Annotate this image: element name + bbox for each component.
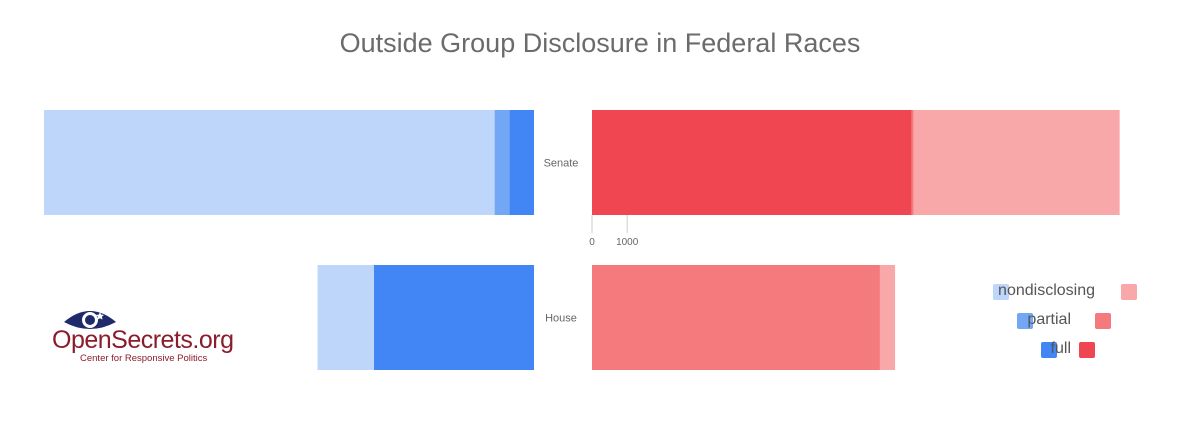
logo-name: OpenSecrets.org bbox=[52, 326, 234, 354]
legend-swatch-rep-partial bbox=[1095, 313, 1111, 329]
bar-dem-house-nondisclosing bbox=[317, 265, 374, 370]
legend-row-nondisclosing: nondisclosing bbox=[985, 280, 1145, 309]
bar-rep-senate-full bbox=[592, 110, 912, 215]
bar-dem-senate-nondisclosing bbox=[44, 110, 495, 215]
x-tick-label-1: 1000 bbox=[616, 237, 639, 248]
bar-rep-house-partial bbox=[592, 265, 880, 370]
legend-row-full: full bbox=[985, 338, 1145, 367]
category-label-senate: Senate bbox=[544, 158, 579, 170]
legend-swatch-dem-partial bbox=[1017, 313, 1033, 329]
legend-swatch-dem-nondisclosing bbox=[993, 284, 1009, 300]
bar-dem-senate-partial bbox=[494, 110, 510, 215]
legend-row-partial: partial bbox=[985, 309, 1145, 338]
legend-label-partial: partial bbox=[1027, 311, 1071, 328]
bar-rep-house-nondisclosing bbox=[879, 265, 896, 370]
legend-label-nondisclosing: nondisclosing bbox=[998, 282, 1095, 299]
legend-swatch-rep-nondisclosing bbox=[1121, 284, 1137, 300]
logo-tagline: Center for Responsive Politics bbox=[80, 353, 208, 364]
legend-swatch-rep-full bbox=[1079, 342, 1095, 358]
bar-dem-house-full bbox=[373, 265, 534, 370]
chart-title: Outside Group Disclosure in Federal Race… bbox=[339, 28, 861, 58]
x-tick-label-0: 0 bbox=[589, 237, 595, 248]
republican-bars bbox=[592, 110, 1120, 370]
opensecrets-logo: OpenSecrets.org Center for Responsive Po… bbox=[52, 306, 234, 366]
eye-icon bbox=[64, 311, 116, 329]
category-labels: Senate House bbox=[544, 158, 579, 325]
legend-label-full: full bbox=[1050, 340, 1071, 357]
bar-rep-senate-nondisclosing bbox=[913, 110, 1120, 215]
bar-dem-senate-full bbox=[509, 110, 534, 215]
category-label-house: House bbox=[545, 313, 577, 325]
democratic-bars bbox=[44, 110, 534, 370]
legend-swatch-dem-full bbox=[1041, 342, 1057, 358]
legend: nondisclosing partial full bbox=[985, 280, 1145, 367]
bar-rep-senate-partial bbox=[911, 110, 914, 215]
x-axis: 0 1000 bbox=[589, 215, 639, 248]
